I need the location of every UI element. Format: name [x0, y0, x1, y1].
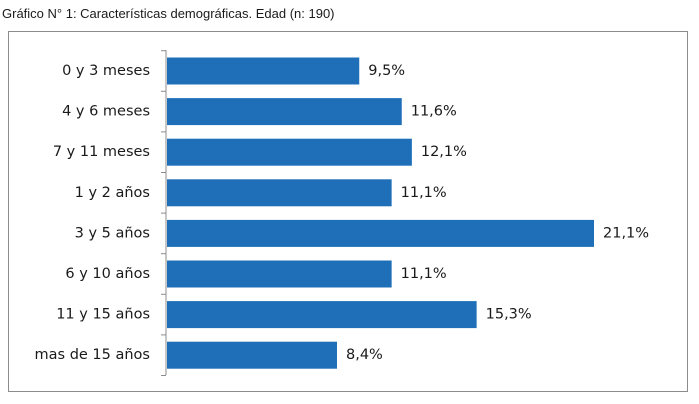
bar [167, 179, 392, 207]
bars-layer: 0 y 3 meses 9,5% 4 y 6 meses 11,6% 7 y 11 me… [35, 50, 649, 376]
bar [167, 138, 412, 166]
category-label: 11 y 15 años [56, 307, 150, 323]
data-label: 8,4% [346, 347, 383, 363]
data-label: 12,1% [421, 144, 467, 160]
data-label: 11,6% [411, 104, 457, 120]
data-label: 21,1% [603, 225, 649, 241]
bar [167, 260, 392, 288]
data-label: 15,3% [486, 307, 532, 323]
category-label: 6 y 10 años [65, 266, 150, 282]
data-label: 11,1% [401, 185, 447, 201]
bar [167, 341, 337, 369]
bar [167, 219, 594, 247]
bar [167, 301, 477, 329]
figure-caption: Gráfico N° 1: Características demográfic… [2, 6, 335, 21]
chart-frame [8, 31, 688, 392]
bar [167, 57, 360, 85]
category-label: 1 y 2 años [75, 185, 150, 201]
category-label: 0 y 3 meses [62, 63, 150, 79]
data-label: 11,1% [401, 266, 447, 282]
category-label: 4 y 6 meses [62, 104, 150, 120]
category-label: 3 y 5 años [75, 225, 150, 241]
data-label: 9,5% [368, 63, 405, 79]
category-label: 7 y 11 meses [53, 144, 150, 160]
bar [167, 98, 402, 126]
category-label: mas de 15 años [35, 347, 150, 363]
